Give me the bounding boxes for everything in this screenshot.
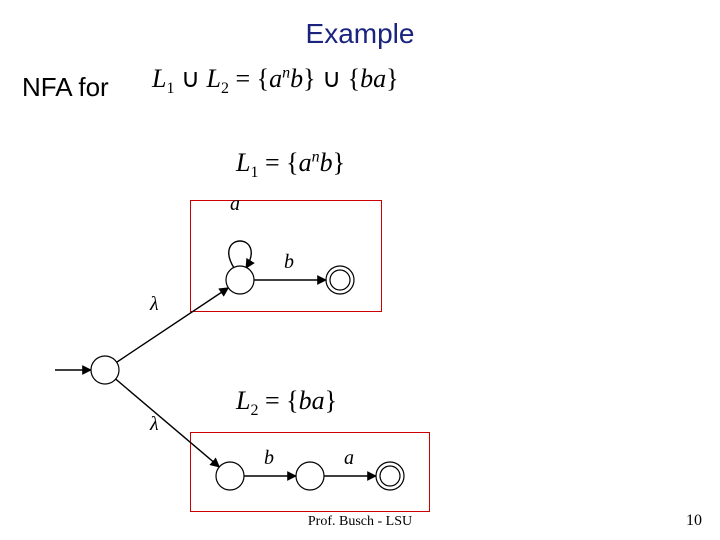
formula-L1: L1 = {anb}	[236, 148, 345, 182]
formula-L2: L2 = {ba}	[236, 386, 337, 420]
page-number: 10	[686, 512, 702, 530]
formula-main: L1 ∪ L2 = {anb} ∪ {ba}	[152, 64, 399, 98]
nfa-for-label: NFA for	[22, 72, 109, 103]
edge-label-1: λ	[149, 413, 159, 435]
page-title: Example	[0, 18, 720, 50]
edge-label-0: λ	[149, 293, 159, 315]
L2-box	[190, 432, 430, 512]
L1-box	[190, 200, 382, 312]
state-q0	[91, 356, 119, 384]
footer-text: Prof. Busch - LSU	[0, 514, 720, 530]
